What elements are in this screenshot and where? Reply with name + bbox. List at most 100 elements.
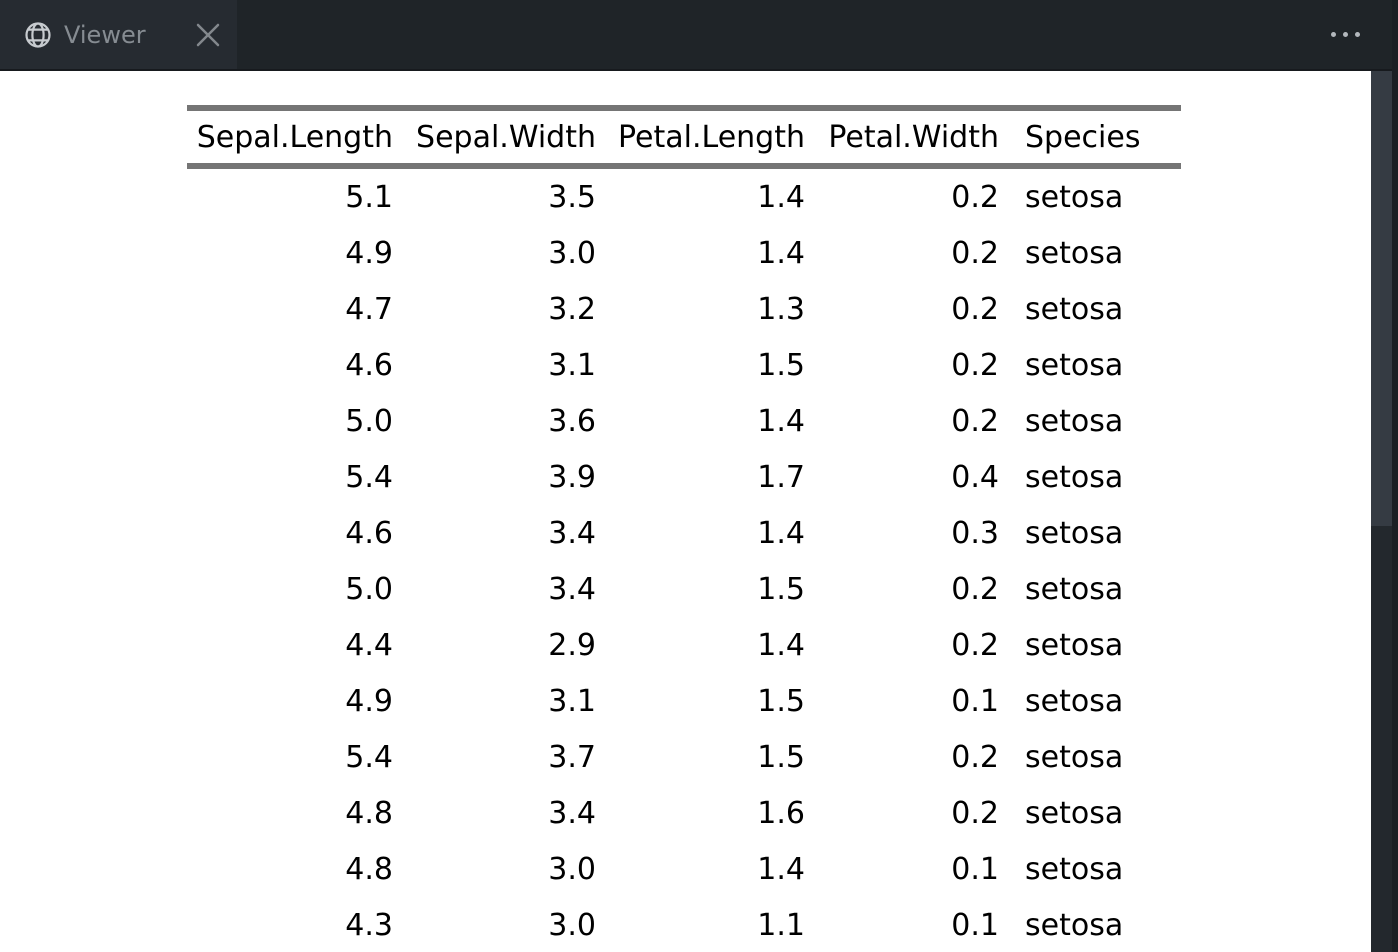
table-cell: 1.5 bbox=[757, 571, 805, 607]
table-cell: 2.9 bbox=[548, 627, 596, 663]
table-cell: 1.5 bbox=[757, 739, 805, 775]
table-cell: 3.6 bbox=[548, 403, 596, 439]
column-header: Species bbox=[999, 108, 1181, 169]
table-row: 4.8 3.0 1.4 0.1 setosa bbox=[187, 841, 1181, 897]
table-cell: 1.7 bbox=[757, 459, 805, 495]
table-cell: 3.7 bbox=[548, 739, 596, 775]
table-cell: 1.3 bbox=[757, 291, 805, 327]
table-cell: 3.1 bbox=[548, 683, 596, 719]
table-cell: 1.4 bbox=[757, 515, 805, 551]
table-row: 4.4 2.9 1.4 0.2 setosa bbox=[187, 617, 1181, 673]
table-cell: 0.1 bbox=[951, 907, 999, 943]
table-cell: 1.4 bbox=[757, 627, 805, 663]
globe-icon bbox=[24, 21, 52, 49]
table-row: 4.6 3.1 1.5 0.2 setosa bbox=[187, 337, 1181, 393]
table-cell: 4.8 bbox=[345, 795, 393, 831]
table-cell: setosa bbox=[1025, 907, 1124, 943]
table-cell: setosa bbox=[1025, 795, 1124, 831]
table-cell: 5.0 bbox=[345, 403, 393, 439]
table-cell: 3.5 bbox=[548, 179, 596, 215]
vertical-scrollbar[interactable] bbox=[1371, 71, 1392, 952]
tab-viewer[interactable]: Viewer bbox=[0, 0, 237, 69]
table-row: 5.0 3.6 1.4 0.2 setosa bbox=[187, 393, 1181, 449]
table-cell: 5.0 bbox=[345, 571, 393, 607]
column-header: Petal.Length bbox=[596, 108, 805, 169]
table-row: 4.8 3.4 1.6 0.2 setosa bbox=[187, 785, 1181, 841]
table-cell: 3.4 bbox=[548, 571, 596, 607]
table-cell: 4.8 bbox=[345, 851, 393, 887]
scrollbar-thumb[interactable] bbox=[1371, 71, 1392, 526]
table-cell: 3.9 bbox=[548, 459, 596, 495]
table-cell: setosa bbox=[1025, 179, 1124, 215]
table-cell: 3.1 bbox=[548, 347, 596, 383]
table-cell: setosa bbox=[1025, 347, 1124, 383]
table-cell: 5.4 bbox=[345, 739, 393, 775]
table-cell: setosa bbox=[1025, 571, 1124, 607]
table-cell: 1.1 bbox=[757, 907, 805, 943]
table-cell: 4.9 bbox=[345, 235, 393, 271]
table-cell: 4.9 bbox=[345, 683, 393, 719]
table-row: 5.4 3.7 1.5 0.2 setosa bbox=[187, 729, 1181, 785]
table-cell: 0.2 bbox=[951, 291, 999, 327]
table-cell: 1.5 bbox=[757, 683, 805, 719]
table-row: 5.4 3.9 1.7 0.4 setosa bbox=[187, 449, 1181, 505]
table-cell: setosa bbox=[1025, 291, 1124, 327]
column-header: Petal.Width bbox=[805, 108, 999, 169]
table-row: 5.0 3.4 1.5 0.2 setosa bbox=[187, 561, 1181, 617]
table-row: 4.3 3.0 1.1 0.1 setosa bbox=[187, 897, 1181, 952]
ellipsis-dot bbox=[1331, 32, 1336, 37]
table-cell: 4.6 bbox=[345, 515, 393, 551]
ellipsis-menu-icon[interactable] bbox=[1331, 0, 1360, 69]
table-cell: 0.2 bbox=[951, 627, 999, 663]
table-cell: 5.4 bbox=[345, 459, 393, 495]
table-cell: 0.4 bbox=[951, 459, 999, 495]
table-cell: 0.2 bbox=[951, 403, 999, 439]
tab-bar: Viewer bbox=[0, 0, 1392, 71]
tab-label: Viewer bbox=[64, 20, 146, 49]
ellipsis-dot bbox=[1355, 32, 1360, 37]
table-cell: 3.0 bbox=[548, 851, 596, 887]
table-cell: 3.2 bbox=[548, 291, 596, 327]
table-cell: setosa bbox=[1025, 683, 1124, 719]
table-cell: 4.7 bbox=[345, 291, 393, 327]
table-cell: 1.6 bbox=[757, 795, 805, 831]
table-cell: 3.4 bbox=[548, 795, 596, 831]
table-cell: 0.3 bbox=[951, 515, 999, 551]
table-row: 4.6 3.4 1.4 0.3 setosa bbox=[187, 505, 1181, 561]
table-cell: setosa bbox=[1025, 235, 1124, 271]
table-body: 5.1 3.5 1.4 0.2 setosa 4.9 3.0 1.4 0.2 setosa 4.7 3… bbox=[187, 166, 1181, 952]
table-cell: 0.2 bbox=[951, 795, 999, 831]
table-cell: 0.2 bbox=[951, 571, 999, 607]
table-row: 4.9 3.1 1.5 0.1 setosa bbox=[187, 673, 1181, 729]
table-row: 5.1 3.5 1.4 0.2 setosa bbox=[187, 166, 1181, 225]
table-cell: 1.5 bbox=[757, 347, 805, 383]
table-cell: 3.0 bbox=[548, 907, 596, 943]
table-cell: setosa bbox=[1025, 627, 1124, 663]
table-cell: 1.4 bbox=[757, 235, 805, 271]
table-cell: setosa bbox=[1025, 403, 1124, 439]
table-cell: 0.1 bbox=[951, 683, 999, 719]
table-cell: setosa bbox=[1025, 739, 1124, 775]
table-cell: 0.2 bbox=[951, 235, 999, 271]
table-cell: 3.0 bbox=[548, 235, 596, 271]
table-cell: setosa bbox=[1025, 515, 1124, 551]
table-header-row: Sepal.Length Sepal.Width Petal.Length Petal… bbox=[187, 108, 1181, 169]
table-cell: 4.4 bbox=[345, 627, 393, 663]
table-cell: setosa bbox=[1025, 459, 1124, 495]
table-cell: 0.2 bbox=[951, 739, 999, 775]
table-cell: 1.4 bbox=[757, 851, 805, 887]
table-row: 4.9 3.0 1.4 0.2 setosa bbox=[187, 225, 1181, 281]
table-cell: 4.3 bbox=[345, 907, 393, 943]
table-cell: 5.1 bbox=[345, 179, 393, 215]
viewer-content: Sepal.Length Sepal.Width Petal.Length Petal… bbox=[0, 71, 1371, 952]
table-cell: 0.2 bbox=[951, 347, 999, 383]
table-cell: setosa bbox=[1025, 851, 1124, 887]
pane-right-edge bbox=[1392, 0, 1398, 952]
close-icon[interactable] bbox=[196, 23, 220, 47]
column-header: Sepal.Length bbox=[187, 108, 393, 169]
table-cell: 3.4 bbox=[548, 515, 596, 551]
ellipsis-dot bbox=[1343, 32, 1348, 37]
iris-table: Sepal.Length Sepal.Width Petal.Length Petal… bbox=[187, 105, 1181, 952]
table-cell: 0.2 bbox=[951, 179, 999, 215]
table-cell: 1.4 bbox=[757, 403, 805, 439]
